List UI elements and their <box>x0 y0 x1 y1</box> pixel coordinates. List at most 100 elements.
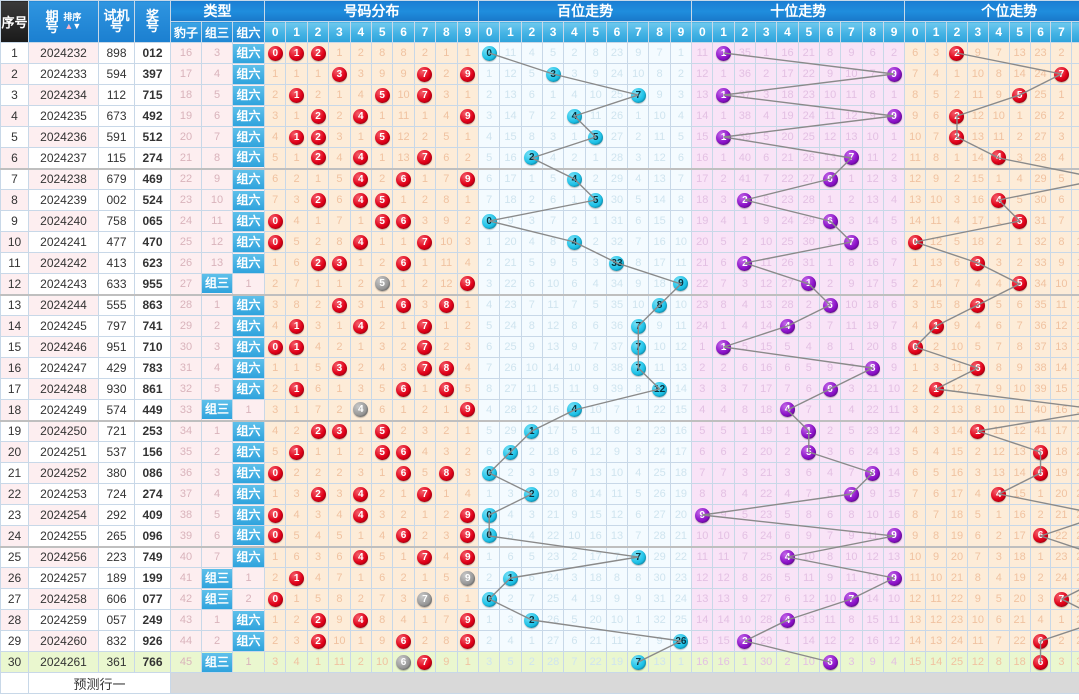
digit-header-dist-4[interactable]: 4 <box>349 21 372 43</box>
digit-header-ge-5[interactable]: 5 <box>1008 21 1031 43</box>
digit-header-dist-9[interactable]: 9 <box>456 21 480 43</box>
cell-issue[interactable]: 2024260 <box>28 630 99 652</box>
digit-header-bai-8[interactable]: 8 <box>648 21 671 43</box>
digit-header-dist-3[interactable]: 3 <box>328 21 351 43</box>
digit-header-ge-4[interactable]: 4 <box>987 21 1010 43</box>
digit-header-shi-9[interactable]: 9 <box>882 21 906 43</box>
table-row[interactable]: 27 2024258 606 077 42 组三 2 0 1 5 8 2 7 3 7 6 1 0 2 7 25 4 19 9 9… <box>0 588 1079 610</box>
col-header-index[interactable]: 序号 <box>0 0 29 43</box>
digit-header-dist-6[interactable]: 6 <box>392 21 415 43</box>
digit-header-shi-8[interactable]: 8 <box>861 21 884 43</box>
digit-header-bai-2[interactable]: 2 <box>520 21 543 43</box>
cell-issue[interactable]: 2024250 <box>28 419 99 442</box>
digit-header-ge-3[interactable]: 3 <box>966 21 989 43</box>
cell-issue[interactable]: 2024234 <box>28 84 99 106</box>
cell-issue[interactable]: 2024254 <box>28 504 99 526</box>
col-header-test[interactable]: 试机号 <box>98 0 135 43</box>
digit-header-ge-1[interactable]: 1 <box>925 21 948 43</box>
cell-issue[interactable]: 2024241 <box>28 231 99 253</box>
digit-header-bai-7[interactable]: 7 <box>627 21 650 43</box>
col-header-baozi[interactable]: 豹子 <box>170 21 202 43</box>
cell-issue[interactable]: 2024232 <box>28 42 99 64</box>
table-row[interactable]: 30 2024261 361 766 45 组三 1 3 4 1 11 2 10 6 7 9 1 3 5 2 28 7 22… <box>0 651 1079 673</box>
digit-header-bai-3[interactable]: 3 <box>541 21 565 43</box>
table-row[interactable]: 24 2024255 265 096 39 6 组六 0 5 4 5 1 4 6 2 3 9 0 5 4 22 10 16 1… <box>0 525 1079 547</box>
table-row[interactable]: 10 2024241 477 470 25 12 组六 0 5 2 8 4 1 1 7 10 3 1 20 4 8 4 2 3… <box>0 231 1079 253</box>
digit-header-ge-6[interactable]: 6 <box>1029 21 1052 43</box>
digit-header-shi-0[interactable]: 0 <box>691 21 714 43</box>
cell-issue[interactable]: 2024251 <box>28 441 99 463</box>
digit-header-shi-3[interactable]: 3 <box>755 21 778 43</box>
table-row[interactable]: 12 2024243 633 955 27 组三 1 2 7 1 1 2 5 1 2 12 9 3 22 6 10 6 4 3… <box>0 273 1079 295</box>
col-header-issue[interactable]: 期号 排序 ▲▼ <box>28 0 99 43</box>
cell-issue[interactable]: 2024235 <box>28 105 99 127</box>
table-row[interactable]: 13 2024244 555 863 28 1 组六 3 8 2 3 3 1 6 3 8 1 4 23 7 11 7 5 35… <box>0 293 1079 316</box>
table-row[interactable]: 5 2024236 591 512 20 7 组六 4 1 2 3 1 5 12 2 5 1 4 15 8 3 1 5 27 2… <box>0 126 1079 148</box>
digit-header-shi-5[interactable]: 5 <box>797 21 820 43</box>
cell-issue[interactable]: 2024247 <box>28 357 99 379</box>
digit-header-bai-4[interactable]: 4 <box>563 21 586 43</box>
digit-header-bai-5[interactable]: 5 <box>584 21 607 43</box>
digit-header-shi-2[interactable]: 2 <box>733 21 757 43</box>
digit-header-ge-0[interactable]: 0 <box>904 21 927 43</box>
digit-header-dist-2[interactable]: 2 <box>306 21 330 43</box>
cell-issue[interactable]: 2024246 <box>28 336 99 358</box>
cell-issue[interactable]: 2024242 <box>28 252 99 274</box>
col-header-zu3[interactable]: 组三 <box>201 21 233 43</box>
cell-issue[interactable]: 2024239 <box>28 189 99 211</box>
digit-header-ge-7[interactable]: 7 <box>1050 21 1073 43</box>
table-row[interactable]: 9 2024240 758 065 24 11 组六 0 4 1 7 1 5 6 3 9 2 0 9 3 7 2 1 31 6 1… <box>0 210 1079 232</box>
table-row[interactable]: 7 2024238 679 469 22 9 组六 6 2 1 5 4 2 6 1 7 9 6 17 1 5 4 2 29 4 1… <box>0 167 1079 190</box>
cell-issue[interactable]: 2024237 <box>28 147 99 169</box>
table-row[interactable]: 29 2024260 832 926 44 2 组六 2 3 2 10 1 9 6 2 8 9 2 4 1 27 6 21 1… <box>0 630 1079 652</box>
cell-issue[interactable]: 2024261 <box>28 651 99 673</box>
cell-issue[interactable]: 2024243 <box>28 273 99 295</box>
table-row[interactable]: 22 2024253 724 274 37 4 组六 1 3 2 3 4 2 1 7 1 4 1 3 2 20 8 14 11… <box>0 483 1079 505</box>
table-row[interactable]: 17 2024248 930 861 32 5 组六 2 1 6 1 3 5 6 1 8 5 8 27 11 15 11 9… <box>0 378 1079 400</box>
digit-header-shi-4[interactable]: 4 <box>776 21 799 43</box>
digit-header-bai-0[interactable]: 0 <box>478 21 501 43</box>
table-row[interactable]: 15 2024246 951 710 30 3 组六 0 1 4 2 1 3 2 7 2 3 6 25 9 13 9 7 37… <box>0 336 1079 358</box>
table-row[interactable]: 3 2024234 112 715 18 5 组六 2 1 2 1 4 5 10 7 3 1 2 13 6 1 4 10 25… <box>0 84 1079 106</box>
digit-header-dist-8[interactable]: 8 <box>435 21 458 43</box>
digit-header-ge-2[interactable]: 2 <box>946 21 968 43</box>
table-row[interactable]: 23 2024254 292 409 38 5 组六 0 4 3 4 4 3 2 1 2 9 0 4 3 21 9 15 12… <box>0 504 1079 526</box>
table-row[interactable]: 18 2024249 574 449 33 组三 1 3 1 7 2 4 6 1 2 1 9 4 28 12 16 4 10… <box>0 399 1079 421</box>
cell-issue[interactable]: 2024233 <box>28 63 99 85</box>
cell-issue[interactable]: 2024259 <box>28 609 99 631</box>
cell-issue[interactable]: 2024255 <box>28 525 99 547</box>
cell-issue[interactable]: 2024252 <box>28 462 99 484</box>
table-row[interactable]: 19 2024250 721 253 34 1 组六 4 2 2 3 1 5 2 3 2 1 5 29 1 17 5 11 8… <box>0 419 1079 442</box>
cell-issue[interactable]: 2024236 <box>28 126 99 148</box>
col-header-prize[interactable]: 奖号 <box>134 0 171 43</box>
digit-header-dist-0[interactable]: 0 <box>264 21 287 43</box>
cell-issue[interactable]: 2024256 <box>28 545 99 568</box>
cell-issue[interactable]: 2024257 <box>28 567 99 589</box>
table-row[interactable]: 4 2024235 673 492 19 6 组六 3 1 2 2 4 1 11 1 4 9 3 14 7 2 4 11 26… <box>0 105 1079 127</box>
cell-issue[interactable]: 2024238 <box>28 167 99 190</box>
cell-issue[interactable]: 2024249 <box>28 399 99 421</box>
digit-header-bai-6[interactable]: 6 <box>605 21 629 43</box>
digit-header-ge-8[interactable]: 8 <box>1071 21 1079 43</box>
table-row[interactable]: 26 2024257 189 199 41 组三 1 2 1 4 7 1 6 2 1 5 9 2 1 6 24 3 18 8 8… <box>0 567 1079 589</box>
table-row[interactable]: 21 2024252 380 086 36 3 组六 0 2 2 2 3 1 6 5 8 3 0 2 3 19 7 13 10… <box>0 462 1079 484</box>
digit-header-shi-6[interactable]: 6 <box>818 21 842 43</box>
cell-issue[interactable]: 2024244 <box>28 293 99 316</box>
table-row[interactable]: 6 2024237 115 274 21 8 组六 5 1 2 4 4 1 13 7 6 2 5 16 2 4 2 1 28 3… <box>0 147 1079 169</box>
cell-issue[interactable]: 2024258 <box>28 588 99 610</box>
digit-header-dist-5[interactable]: 5 <box>370 21 394 43</box>
digit-header-dist-7[interactable]: 7 <box>413 21 437 43</box>
cell-issue[interactable]: 2024248 <box>28 378 99 400</box>
table-row[interactable]: 2 2024233 594 397 17 4 组六 1 1 1 3 3 9 9 7 2 9 1 12 5 3 3 9 24 10… <box>0 63 1079 85</box>
table-row[interactable]: 1 2024232 898 012 16 3 组六 0 1 2 1 2 8 8 2 1 1 0 11 4 5 2 8 23 9 7… <box>0 42 1079 64</box>
digit-header-shi-7[interactable]: 7 <box>840 21 863 43</box>
table-row[interactable]: 16 2024247 429 783 31 4 组六 1 1 5 3 2 4 3 7 8 4 7 26 10 14 10 8… <box>0 357 1079 379</box>
table-row[interactable]: 28 2024259 057 249 43 1 组六 1 2 2 9 4 8 4 1 7 9 1 3 2 26 5 20 10… <box>0 609 1079 631</box>
table-row[interactable]: 11 2024242 413 623 26 13 组六 1 6 2 3 1 2 6 1 11 4 2 21 5 9 5 3 3… <box>0 252 1079 274</box>
digit-header-dist-1[interactable]: 1 <box>285 21 308 43</box>
table-row[interactable]: 8 2024239 002 524 23 10 组六 7 3 2 6 4 5 1 2 8 1 7 18 2 6 1 5 30 5… <box>0 189 1079 211</box>
table-row[interactable]: 14 2024245 797 741 29 2 组六 4 1 3 1 4 2 1 7 1 2 5 24 8 12 8 6 36… <box>0 315 1079 337</box>
digit-header-bai-9[interactable]: 9 <box>669 21 693 43</box>
digit-header-shi-1[interactable]: 1 <box>712 21 735 43</box>
cell-issue[interactable]: 2024240 <box>28 210 99 232</box>
